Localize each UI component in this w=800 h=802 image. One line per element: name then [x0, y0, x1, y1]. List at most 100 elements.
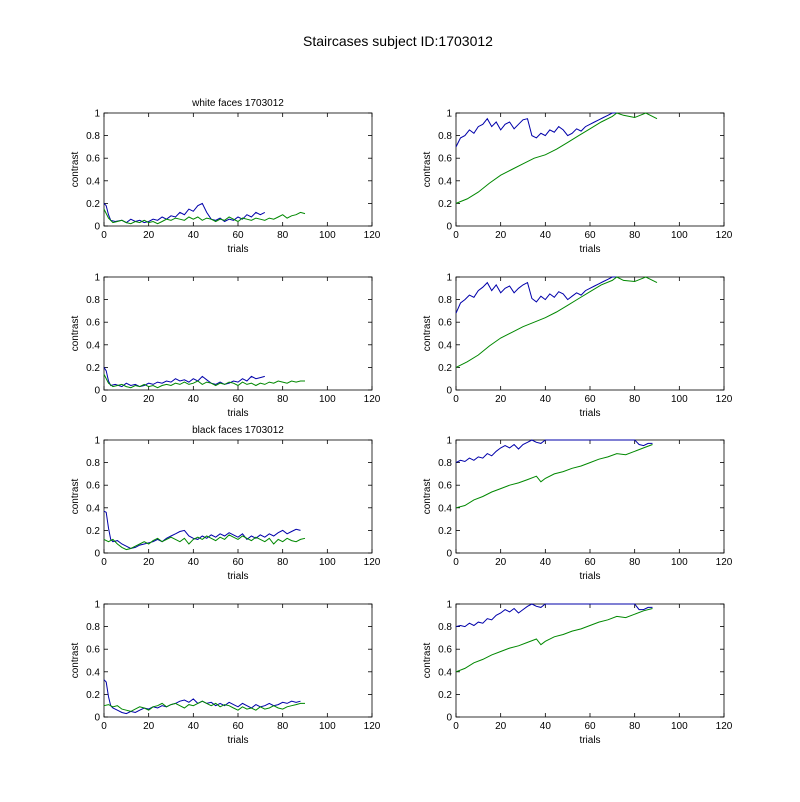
y-axis-label: contrast	[70, 151, 81, 187]
y-tick-label: 1	[446, 273, 452, 284]
x-tick-label: 120	[364, 721, 381, 732]
y-tick-label: 0.6	[86, 481, 100, 492]
x-tick-label: 120	[716, 230, 733, 241]
x-tick-label: 0	[101, 230, 107, 241]
x-tick-label: 0	[101, 721, 107, 732]
x-tick-label: 100	[671, 394, 688, 405]
x-tick-label: 80	[629, 557, 641, 568]
x-tick-label: 80	[629, 230, 641, 241]
x-axis-label: trials	[227, 735, 248, 746]
y-tick-label: 0	[94, 549, 100, 560]
figure-title: Staircases subject ID:1703012	[303, 33, 493, 49]
y-tick-label: 0.2	[438, 690, 452, 701]
subplot-6: 0 20 40 60 80 100 120 0 0.2 0.4 0.6 0.8 1 trials contr…	[422, 436, 733, 583]
x-tick-label: 20	[495, 230, 507, 241]
y-tick-label: 0.2	[86, 690, 100, 701]
x-tick-label: 60	[232, 230, 244, 241]
x-tick-label: 120	[364, 394, 381, 405]
subplot-8: 0 20 40 60 80 100 120 0 0.2 0.4 0.6 0.8 1 trials contr…	[422, 600, 733, 747]
y-tick-label: 0.4	[438, 176, 452, 187]
series-line-1	[455, 603, 653, 628]
x-tick-label: 60	[232, 394, 244, 405]
y-tick-label: 1	[446, 600, 452, 611]
plot-area	[455, 439, 725, 554]
y-axis-label: contrast	[70, 315, 81, 351]
series-line-1	[103, 367, 265, 388]
y-tick-label: 0.8	[438, 622, 452, 633]
y-tick-label: 0.6	[86, 154, 100, 165]
y-axis-label: contrast	[422, 315, 433, 351]
x-tick-label: 100	[671, 557, 688, 568]
series-line-2	[455, 112, 658, 204]
x-axis-label: trials	[579, 735, 600, 746]
x-tick-label: 80	[629, 721, 641, 732]
x-tick-label: 20	[143, 394, 155, 405]
y-tick-label: 1	[446, 109, 452, 120]
x-tick-label: 120	[716, 557, 733, 568]
y-tick-label: 1	[94, 436, 100, 447]
x-tick-label: 60	[584, 721, 596, 732]
plot-area	[103, 112, 373, 227]
x-tick-label: 60	[584, 394, 596, 405]
series-line-2	[455, 444, 653, 509]
y-tick-label: 0	[446, 549, 452, 560]
x-tick-label: 80	[629, 394, 641, 405]
x-tick-label: 40	[540, 557, 552, 568]
y-tick-label: 0.8	[438, 295, 452, 306]
y-tick-label: 0.6	[438, 154, 452, 165]
series-line-1	[103, 202, 266, 224]
plot-area	[455, 112, 725, 227]
x-axis-label: trials	[579, 408, 600, 419]
x-tick-label: 100	[319, 721, 336, 732]
series-line-2	[103, 208, 306, 225]
y-axis-label: contrast	[70, 478, 81, 514]
series-line-2	[455, 276, 658, 368]
x-tick-label: 40	[188, 557, 200, 568]
y-tick-label: 0.2	[438, 363, 452, 374]
y-tick-label: 0.2	[86, 199, 100, 210]
x-tick-label: 100	[319, 394, 336, 405]
x-tick-label: 20	[143, 230, 155, 241]
x-tick-label: 40	[540, 721, 552, 732]
x-tick-label: 80	[277, 557, 289, 568]
x-tick-label: 60	[584, 230, 596, 241]
y-tick-label: 1	[94, 109, 100, 120]
y-tick-label: 1	[446, 436, 452, 447]
y-tick-label: 0.4	[86, 503, 100, 514]
x-tick-label: 40	[540, 394, 552, 405]
y-tick-label: 0.4	[438, 340, 452, 351]
y-tick-label: 0.4	[86, 340, 100, 351]
series-line-1	[103, 510, 301, 550]
subplot-2: 0 20 40 60 80 100 120 0 0.2 0.4 0.6 0.8 1 trials contr…	[422, 109, 733, 256]
x-tick-label: 20	[143, 557, 155, 568]
x-tick-label: 80	[277, 721, 289, 732]
x-tick-label: 0	[101, 557, 107, 568]
x-tick-label: 20	[495, 721, 507, 732]
y-axis-label: contrast	[422, 151, 433, 187]
y-tick-label: 0.6	[86, 645, 100, 656]
x-axis-label: trials	[579, 244, 600, 255]
subplot-title: white faces 1703012	[191, 98, 284, 109]
y-tick-label: 0.6	[86, 318, 100, 329]
y-tick-label: 0	[446, 222, 452, 233]
x-tick-label: 100	[671, 721, 688, 732]
x-tick-label: 40	[540, 230, 552, 241]
x-tick-label: 100	[319, 230, 336, 241]
y-tick-label: 0	[94, 386, 100, 397]
x-tick-label: 100	[671, 230, 688, 241]
y-tick-label: 0.2	[438, 199, 452, 210]
plot-area	[103, 276, 373, 391]
x-tick-label: 80	[277, 230, 289, 241]
x-axis-label: trials	[579, 571, 600, 582]
x-tick-label: 120	[364, 230, 381, 241]
y-tick-label: 0.8	[86, 295, 100, 306]
subplot-5: 0 20 40 60 80 100 120 0 0.2 0.4 0.6 0.8 1 trials contr…	[70, 425, 381, 582]
x-tick-label: 120	[364, 557, 381, 568]
x-tick-label: 0	[453, 394, 459, 405]
x-axis-label: trials	[227, 571, 248, 582]
x-tick-label: 100	[319, 557, 336, 568]
x-axis-label: trials	[227, 408, 248, 419]
y-tick-label: 1	[94, 273, 100, 284]
series-line-1	[455, 276, 617, 314]
subplot-grid: 0 20 40 60 80 100 12000.20.40.60.81trialscontr…	[70, 98, 733, 746]
